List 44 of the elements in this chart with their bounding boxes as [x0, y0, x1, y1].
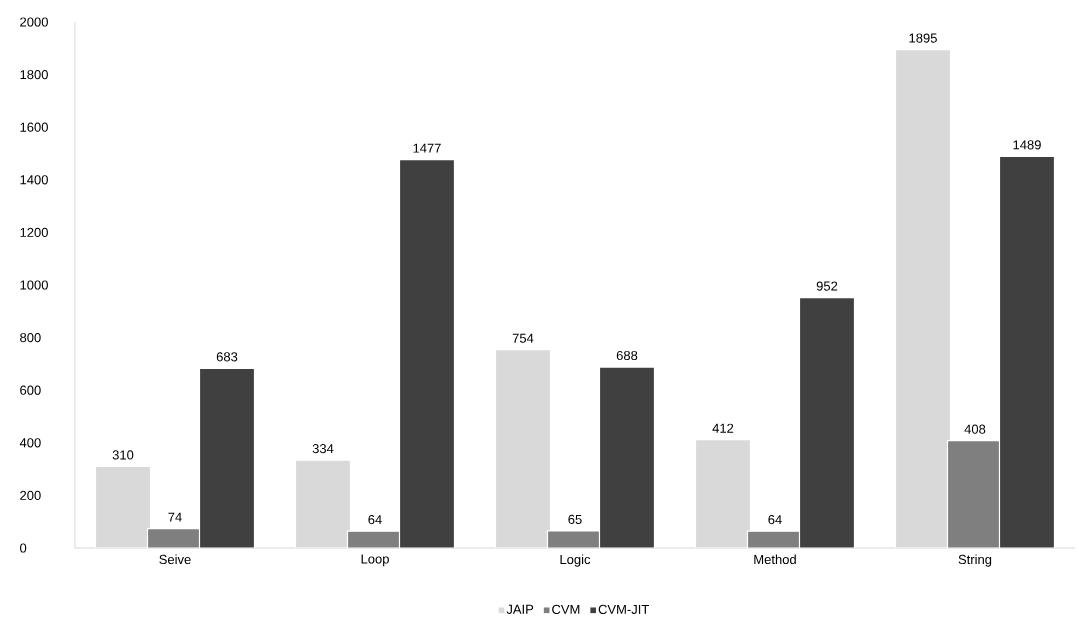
x-tick-label: Loop — [361, 554, 389, 567]
data-label: 64 — [768, 515, 782, 525]
x-tick-label: Logic — [560, 554, 591, 567]
y-tick-label: 400 — [19, 438, 41, 448]
data-label: 64 — [368, 515, 382, 525]
y-tick-label: 800 — [20, 332, 41, 343]
y-tick-label: 1800 — [20, 69, 48, 80]
bar — [694, 439, 752, 548]
data-label: 952 — [816, 281, 838, 291]
bar — [494, 349, 552, 548]
y-tick-label: 1600 — [20, 122, 48, 132]
y-tick-label: 1000 — [20, 280, 48, 290]
bar — [798, 297, 856, 548]
bar — [198, 367, 256, 548]
data-label: 1895 — [909, 33, 937, 43]
y-tick-label: 0 — [20, 543, 27, 553]
legend-label: CVM-JIT — [598, 604, 649, 614]
y-tick-label: 1200 — [20, 227, 48, 237]
legend-label: JAIP — [506, 604, 534, 614]
y-tick-label: 600 — [20, 385, 41, 395]
y-tick-label: 200 — [20, 490, 41, 500]
data-label: 310 — [112, 450, 134, 460]
data-label: 74 — [168, 512, 182, 522]
data-label: 412 — [712, 423, 734, 433]
bar — [94, 465, 152, 548]
bar — [598, 366, 656, 548]
bar — [894, 49, 952, 548]
x-tick-label: Seive — [159, 554, 191, 565]
data-label: 1489 — [1013, 140, 1041, 150]
x-tick-label: Method — [754, 554, 796, 565]
data-label: 334 — [312, 444, 334, 454]
data-label: 683 — [216, 352, 238, 362]
x-tick-label: String — [958, 554, 992, 567]
y-tick-label: 1400 — [20, 175, 48, 185]
data-label: 65 — [568, 514, 582, 524]
bar — [294, 459, 352, 548]
data-label: 408 — [964, 424, 986, 434]
data-label: 688 — [616, 350, 638, 361]
y-tick-label: 2000 — [20, 17, 48, 27]
data-label: 754 — [512, 333, 534, 343]
bar — [398, 158, 456, 548]
legend-label: CVM — [552, 604, 580, 614]
data-label: 1477 — [413, 143, 441, 153]
bar — [998, 155, 1056, 548]
